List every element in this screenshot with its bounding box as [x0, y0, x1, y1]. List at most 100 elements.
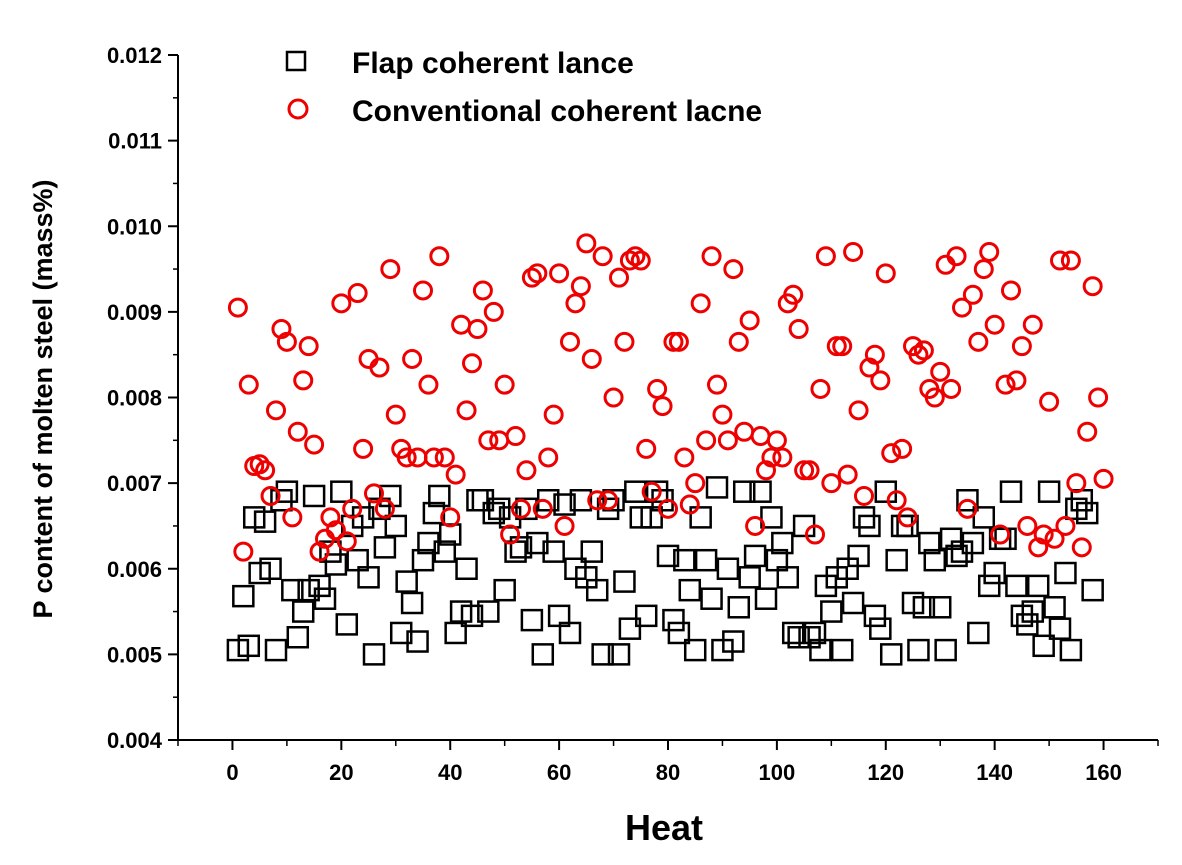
x-tick-label: 20 — [329, 760, 353, 785]
flap-point — [923, 548, 947, 572]
flap-point — [776, 566, 800, 589]
conventional-point — [429, 246, 450, 267]
flap-point — [520, 608, 544, 632]
conventional-point — [696, 430, 717, 451]
flap-point — [749, 480, 772, 503]
conventional-point — [941, 378, 962, 399]
x-tick-label: 80 — [656, 760, 680, 785]
flap-point — [270, 489, 293, 512]
conventional-point — [1050, 250, 1070, 271]
conventional-point — [320, 507, 341, 528]
y-axis-label: P content of molten steel (mass%) — [28, 179, 58, 618]
conventional-point — [815, 246, 836, 267]
flap-point — [999, 480, 1023, 503]
conventional-point — [565, 293, 586, 314]
conventional-point — [581, 348, 602, 369]
flap-point — [662, 608, 685, 632]
conventional-point — [636, 438, 657, 459]
flap-point — [738, 566, 761, 589]
flap-point — [1048, 617, 1072, 640]
x-tick-label: 40 — [438, 760, 462, 785]
flap-point — [1037, 480, 1061, 503]
conventional-point — [1055, 515, 1076, 536]
flap-point — [531, 643, 555, 666]
conventional-point — [875, 263, 896, 284]
x-tick-label: 0 — [226, 760, 238, 785]
flap-point — [781, 621, 805, 645]
conventional-point — [772, 447, 793, 468]
conventional-point — [396, 447, 417, 468]
conventional-point — [423, 447, 444, 468]
flap-point — [727, 596, 751, 619]
conventional-point — [516, 460, 537, 481]
conventional-point — [598, 490, 619, 511]
axes: 0.004 0.005 0.006 0.007 0.008 0.009 0.010 0.011… — [107, 43, 1159, 785]
conventional-point — [685, 473, 706, 494]
conventional-point — [881, 443, 902, 464]
y-tick-label: 0.006 — [107, 557, 162, 582]
conventional-point — [1017, 515, 1038, 536]
conventional-point — [445, 464, 466, 485]
conventional-point — [962, 284, 983, 305]
flap-point — [395, 570, 418, 593]
flap-point — [803, 621, 827, 645]
conventional-point — [647, 378, 668, 399]
conventional-point — [249, 454, 270, 475]
y-tick-label: 0.007 — [107, 471, 162, 496]
flap-point — [389, 621, 413, 645]
flap-point — [433, 540, 457, 563]
flap-point — [694, 548, 718, 572]
conventional-point — [723, 259, 744, 280]
conventional-point — [587, 490, 608, 511]
flap-point — [253, 510, 277, 533]
conventional-point — [1028, 537, 1049, 558]
conventional-point — [979, 241, 1000, 262]
flap-point — [286, 626, 310, 649]
flap-point — [885, 548, 908, 572]
flap-point — [237, 634, 261, 658]
flap-point — [509, 536, 533, 559]
conventional-point — [1033, 524, 1054, 545]
flap-point — [977, 574, 1001, 598]
flap-point — [357, 566, 380, 589]
flap-point — [406, 630, 429, 653]
flap-point — [858, 514, 881, 538]
conventional-point — [1082, 276, 1103, 297]
conventional-point — [745, 515, 766, 536]
legend-label-conventional: Conventional coherent lacne — [352, 95, 762, 128]
flap-point — [722, 630, 745, 653]
conventional-point — [924, 387, 945, 408]
conventional-point — [761, 447, 782, 468]
flap-point — [1026, 574, 1050, 598]
flap-point — [716, 557, 740, 580]
flap-point — [455, 557, 478, 580]
flap-point — [335, 613, 359, 636]
flap-point — [569, 489, 593, 512]
conventional-point — [1077, 421, 1098, 442]
y-tick-label: 0.005 — [107, 642, 162, 667]
flap-point — [967, 621, 990, 645]
legend: Flap coherent lance Conventional coheren… — [285, 47, 762, 128]
conventional-point — [271, 319, 292, 339]
flap-point — [460, 604, 484, 628]
conventional-point — [309, 541, 330, 562]
conventional-point — [1006, 370, 1027, 391]
conventional-point — [630, 250, 651, 271]
flap-point — [961, 531, 985, 555]
flap-point — [444, 621, 467, 645]
conventional-point — [968, 331, 989, 352]
conventional-point — [238, 374, 259, 395]
conventional-point — [325, 520, 346, 541]
series-flap-markers — [226, 476, 1104, 666]
flap-point — [700, 587, 723, 610]
flap-point — [1075, 501, 1099, 525]
flap-point — [515, 497, 538, 521]
conventional-point — [255, 460, 276, 481]
conventional-point — [483, 301, 504, 322]
conventional-point — [298, 336, 319, 357]
conventional-point — [1044, 528, 1065, 549]
flap-point — [379, 484, 402, 508]
flap-point — [384, 514, 408, 538]
flap-point — [956, 489, 979, 512]
flap-point — [934, 638, 957, 662]
